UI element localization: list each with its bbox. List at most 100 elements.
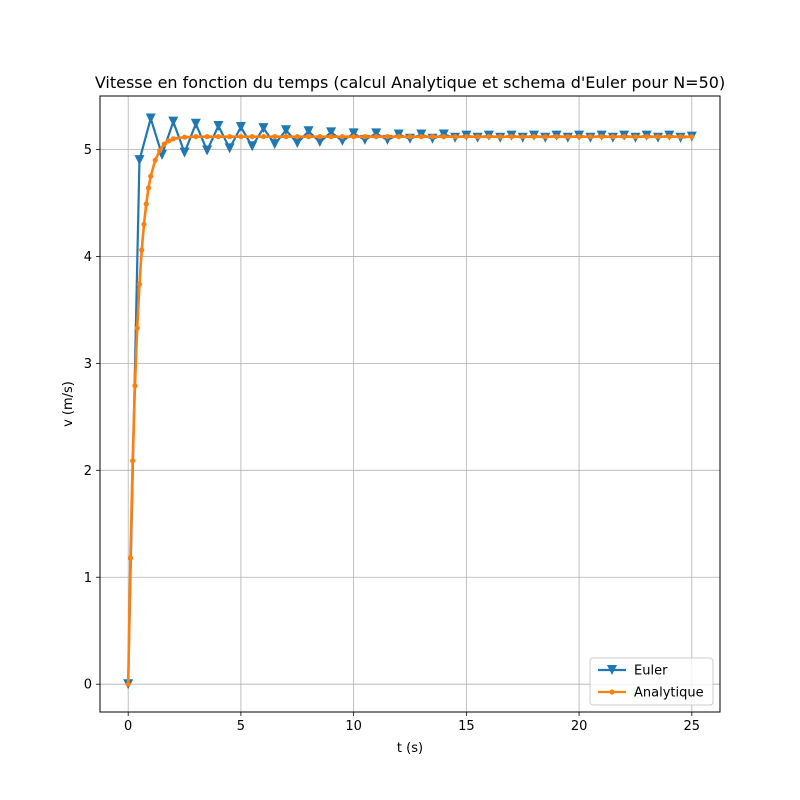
- data-point-analytique: [384, 134, 391, 140]
- data-point-euler: [269, 139, 280, 150]
- data-point-analytique: [655, 134, 661, 140]
- axes-frame: [99, 95, 721, 713]
- data-point-analytique: [351, 134, 357, 140]
- data-point-analytique: [139, 247, 145, 253]
- y-tick-label: 1: [84, 571, 92, 586]
- data-point-analytique: [294, 134, 300, 140]
- y-tick-label: 3: [84, 357, 92, 372]
- data-point-analytique: [152, 157, 158, 163]
- data-point-analytique: [542, 134, 548, 140]
- data-point-analytique: [362, 134, 368, 140]
- data-point-analytique: [644, 134, 650, 140]
- legend-label-analytique: Analytique: [634, 686, 704, 701]
- data-point-euler: [213, 120, 224, 131]
- data-point-analytique: [520, 134, 526, 140]
- x-tick-label: 25: [684, 719, 701, 734]
- data-point-analytique: [666, 134, 672, 140]
- legend-label-euler: Euler: [634, 664, 668, 679]
- data-point-analytique: [677, 134, 684, 140]
- data-point-analytique: [621, 134, 627, 140]
- data-point-analytique: [486, 134, 492, 140]
- data-point-analytique: [127, 555, 134, 561]
- data-point-analytique: [565, 134, 571, 140]
- y-tick-label: 0: [84, 678, 92, 693]
- data-point-euler: [168, 116, 179, 127]
- data-point-analytique: [373, 134, 379, 140]
- data-point-analytique: [134, 325, 140, 331]
- data-point-euler: [179, 147, 190, 158]
- data-point-euler: [190, 118, 201, 129]
- data-point-analytique: [339, 134, 345, 140]
- data-point-analytique: [418, 134, 424, 140]
- data-point-analytique: [429, 134, 436, 140]
- ticks: 0 5 10 15 20 25 0 1 2 3 4 5: [84, 143, 700, 734]
- data-point-analytique: [181, 134, 188, 140]
- x-tick-label: 20: [571, 719, 588, 734]
- data-point-analytique: [157, 147, 163, 154]
- data-point-analytique: [148, 173, 154, 179]
- data-point-analytique: [145, 185, 152, 191]
- data-point-analytique: [441, 134, 447, 140]
- data-point-analytique: [497, 134, 503, 140]
- legend: Euler Analytique: [589, 657, 714, 706]
- data-point-euler: [348, 128, 359, 139]
- x-tick-label: 0: [124, 719, 132, 734]
- data-point-euler: [303, 126, 314, 137]
- data-point-euler: [292, 138, 303, 149]
- data-point-euler: [134, 155, 145, 166]
- data-point-analytique: [396, 134, 402, 140]
- y-tick-label: 4: [84, 250, 92, 265]
- legend-marker-analytique: [609, 689, 615, 695]
- data-point-analytique: [132, 383, 138, 389]
- data-point-euler: [326, 127, 337, 138]
- y-tick-label: 5: [84, 143, 92, 158]
- data-point-analytique: [193, 134, 199, 140]
- data-point-euler: [224, 143, 235, 154]
- data-point-euler: [314, 136, 325, 147]
- data-point-euler: [235, 122, 246, 133]
- data-point-analytique: [475, 134, 481, 140]
- data-point-euler: [281, 125, 291, 136]
- series-analytique: [125, 134, 695, 687]
- data-point-analytique: [238, 134, 244, 140]
- data-point-euler: [371, 128, 382, 139]
- data-point-euler: [202, 145, 213, 156]
- data-point-analytique: [130, 458, 136, 464]
- plot-area: [123, 113, 697, 690]
- x-tick-label: 15: [458, 719, 475, 734]
- legend-marker-euler: [607, 665, 617, 675]
- data-point-analytique: [407, 134, 413, 140]
- data-point-analytique: [508, 134, 515, 140]
- x-tick-label: 5: [237, 719, 245, 734]
- data-point-analytique: [166, 138, 172, 144]
- data-point-analytique: [136, 281, 143, 287]
- data-point-analytique: [227, 134, 233, 140]
- x-axis-label: t (s): [397, 741, 423, 756]
- data-point-analytique: [531, 134, 537, 140]
- data-point-analytique: [328, 134, 334, 140]
- data-point-analytique: [463, 134, 469, 140]
- x-tick-label: 10: [345, 719, 362, 734]
- data-point-analytique: [632, 134, 639, 140]
- data-point-analytique: [272, 134, 278, 140]
- data-point-analytique: [141, 221, 147, 227]
- data-point-analytique: [283, 134, 289, 140]
- data-point-analytique: [249, 134, 255, 140]
- data-point-analytique: [599, 134, 605, 140]
- data-point-analytique: [260, 134, 267, 140]
- data-point-analytique: [204, 134, 210, 140]
- data-point-analytique: [610, 134, 616, 140]
- data-point-analytique: [689, 134, 695, 140]
- data-point-analytique: [587, 134, 593, 140]
- data-point-analytique: [143, 201, 149, 207]
- y-tick-label: 2: [84, 464, 92, 479]
- data-point-euler: [258, 123, 269, 134]
- grid: [100, 96, 720, 712]
- data-point-euler: [145, 113, 156, 124]
- data-point-analytique: [452, 134, 458, 140]
- data-point-analytique: [215, 134, 221, 140]
- data-point-analytique: [576, 134, 582, 140]
- data-point-euler: [247, 141, 258, 152]
- y-axis-label: v (m/s): [61, 381, 76, 427]
